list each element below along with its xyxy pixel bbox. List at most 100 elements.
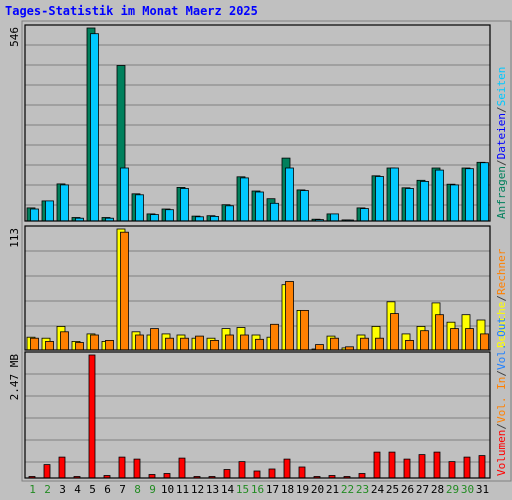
legend-anfragen: Anfragen [495, 166, 508, 219]
panel-3-y-max-label: 2.47 MB [8, 354, 21, 401]
bar-seiten-day-12 [195, 216, 204, 222]
bar-rechner-day-15 [240, 334, 249, 351]
bar-seiten-day-26 [405, 188, 414, 222]
bar-volumen-day-3 [58, 456, 66, 479]
legend-dateien: Dateien [495, 113, 508, 159]
bar-volumen-day-25 [388, 451, 396, 479]
bar-seiten-day-17 [270, 202, 279, 222]
bar-rechner-day-13 [210, 339, 219, 351]
bar-seiten-day-23 [360, 208, 369, 222]
panel-3-legend: Volumen/Vol. In/Vol. Out [495, 317, 508, 476]
bar-volumen-day-11 [178, 457, 186, 479]
x-tick-label-day-5: 5 [89, 483, 96, 496]
panel-1-legend: Anfragen/Dateien/Seiten [495, 67, 508, 219]
bar-seiten-day-18 [285, 167, 294, 222]
x-tick-label-day-1: 1 [29, 483, 36, 496]
bar-seiten-day-25 [390, 167, 399, 222]
bar-rechner-day-3 [60, 331, 69, 351]
panel-2-border [24, 225, 491, 351]
panel-3-border [24, 351, 491, 479]
bar-volumen-day-29 [448, 461, 456, 479]
bar-volumen-day-18 [283, 458, 291, 479]
bar-seiten-day-15 [240, 177, 249, 222]
panel-2-y-max-label: 113 [8, 228, 21, 248]
legend--: / [495, 370, 508, 377]
bar-volumen-day-2 [43, 464, 51, 479]
bar-rechner-day-17 [270, 323, 279, 351]
bar-rechner-day-27 [420, 330, 429, 351]
bar-volumen-day-27 [418, 454, 426, 479]
outer-frame [21, 20, 512, 482]
bar-seiten-day-8 [135, 194, 144, 222]
bar-seiten-day-1 [30, 208, 39, 222]
bar-rechner-day-23 [360, 337, 369, 351]
x-tick-label-day-12: 12 [191, 483, 204, 496]
bar-rechner-day-31 [480, 333, 489, 351]
bar-rechner-day-25 [390, 313, 399, 351]
bar-seiten-day-29 [450, 184, 459, 222]
bar-seiten-day-21 [330, 213, 339, 222]
bar-volumen-day-23 [358, 473, 366, 479]
bar-rechner-day-21 [330, 337, 339, 351]
x-tick-label-day-29: 29 [446, 483, 459, 496]
legend--: / [495, 295, 508, 302]
bar-rechner-day-7 [120, 231, 129, 351]
bar-rechner-day-12 [195, 335, 204, 351]
x-tick-label-day-4: 4 [74, 483, 81, 496]
bar-volumen-day-30 [463, 456, 471, 479]
bar-volumen-day-5 [88, 354, 96, 479]
bar-seiten-day-3 [60, 184, 69, 222]
x-tick-label-day-17: 17 [266, 483, 279, 496]
bar-seiten-day-14 [225, 205, 234, 222]
bar-seiten-day-9 [150, 214, 159, 222]
x-tick-label-day-16: 16 [251, 483, 264, 496]
bar-rechner-day-16 [255, 338, 264, 351]
x-tick-label-day-30: 30 [461, 483, 474, 496]
bar-rechner-day-1 [30, 337, 39, 351]
legend-rechner: Rechner [495, 248, 508, 295]
legend--: / [495, 159, 508, 166]
bar-rechner-day-8 [135, 334, 144, 351]
bar-rechner-day-26 [405, 339, 414, 351]
x-tick-label-day-31: 31 [476, 483, 489, 496]
bar-volumen-day-15 [238, 461, 246, 479]
x-tick-label-day-3: 3 [59, 483, 66, 496]
bar-rechner-day-29 [450, 328, 459, 351]
bar-rechner-day-9 [150, 328, 159, 351]
panel-2-background [25, 226, 490, 350]
bar-volumen-day-28 [433, 451, 441, 479]
bar-seiten-day-16 [255, 191, 264, 222]
bar-volumen-day-24 [373, 451, 381, 479]
bar-seiten-day-31 [480, 162, 489, 222]
x-tick-label-day-24: 24 [371, 483, 385, 496]
bar-volumen-day-31 [478, 455, 486, 479]
bar-volumen-day-10 [163, 473, 171, 479]
bar-rechner-day-18 [285, 281, 294, 351]
bar-seiten-day-19 [300, 190, 309, 222]
legend-vol-out: Vol. Out [495, 317, 508, 370]
bar-rechner-day-11 [180, 337, 189, 351]
bar-seiten-day-11 [180, 188, 189, 222]
bar-seiten-day-28 [435, 169, 444, 222]
bar-seiten-day-30 [465, 168, 474, 222]
x-tick-label-day-18: 18 [281, 483, 294, 496]
bar-seiten-day-5 [90, 33, 99, 222]
bar-seiten-day-13 [210, 215, 219, 222]
x-tick-label-day-8: 8 [134, 483, 141, 496]
x-tick-label-day-14: 14 [221, 483, 235, 496]
bar-seiten-day-2 [45, 200, 54, 222]
bar-seiten-day-27 [420, 180, 429, 222]
bar-rechner-day-5 [90, 334, 99, 351]
panel-1-y-max-label: 546 [8, 27, 21, 47]
chart-marks: 546 Anfragen/Dateien/Seiten 113 Besuche/Rec… [8, 20, 512, 496]
bar-rechner-day-6 [105, 339, 114, 351]
bar-volumen-day-7 [118, 456, 126, 479]
legend-volumen: Volumen [495, 430, 508, 476]
bar-seiten-day-7 [120, 167, 129, 222]
bar-seiten-day-10 [165, 209, 174, 222]
x-tick-label-day-19: 19 [296, 483, 309, 496]
panel-2-legend: Besuche/Rechner [495, 248, 508, 348]
bar-rechner-day-24 [375, 337, 384, 351]
bar-volumen-day-16 [253, 470, 261, 479]
